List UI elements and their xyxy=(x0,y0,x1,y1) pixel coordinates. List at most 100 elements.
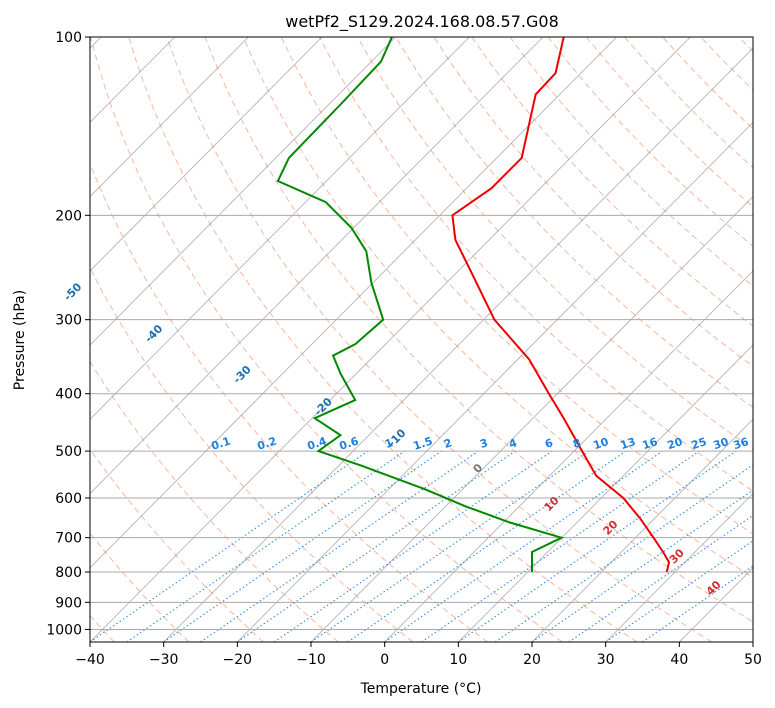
y-axis: 100 200 300 400 500 600 700 800 900 1000 xyxy=(46,30,90,638)
adiabat-label: 20 xyxy=(601,517,621,537)
dry-adiabat xyxy=(166,37,712,642)
isotherm xyxy=(90,37,397,346)
y-tick-label: 700 xyxy=(55,531,82,547)
x-tick-label: −30 xyxy=(149,652,179,668)
x-tick-label: 30 xyxy=(597,652,615,668)
isotherm xyxy=(384,270,753,642)
y-tick-label: 600 xyxy=(55,491,82,507)
x-axis-label: Temperature (°C) xyxy=(360,681,482,697)
isotherm xyxy=(90,37,618,569)
mixing-ratio-line xyxy=(347,450,626,642)
y-tick-label: 100 xyxy=(55,30,82,46)
mixing-ratio-line xyxy=(494,464,753,642)
dry-adiabat xyxy=(204,37,753,623)
isotherm xyxy=(237,121,753,642)
mixing-ratio-line xyxy=(642,565,753,642)
mixing-ratio-label: 8 xyxy=(571,436,582,451)
y-tick-label: 200 xyxy=(55,208,82,224)
background-lines xyxy=(90,37,753,642)
isotherm xyxy=(90,37,323,272)
y-tick-label: 400 xyxy=(55,387,82,403)
mixing-ratio-label: 16 xyxy=(641,435,660,452)
mixing-ratio-line xyxy=(90,450,369,642)
isotherm xyxy=(90,37,249,198)
adiabat-label: 40 xyxy=(704,578,724,598)
mixing-ratio-line xyxy=(568,514,753,642)
dry-adiabat xyxy=(90,360,339,642)
dry-adiabat xyxy=(242,37,753,579)
mixing-ratio-label: 1 xyxy=(383,436,394,451)
mixing-ratio-line xyxy=(458,450,737,642)
dry-adiabat xyxy=(90,266,414,642)
mixing-ratio-line xyxy=(200,450,479,642)
x-tick-label: 50 xyxy=(744,652,762,668)
mixing-ratio-label: 10 xyxy=(592,435,611,452)
dry-adiabat xyxy=(357,37,753,450)
isotherm xyxy=(605,492,753,642)
x-axis: −40 −30 −20 −10 0 10 20 30 40 50 xyxy=(75,642,762,668)
isotherm xyxy=(458,344,753,642)
dry-adiabat xyxy=(128,37,638,642)
mixing-ratio-label: 1.5 xyxy=(412,434,435,452)
y-tick-label: 800 xyxy=(55,565,82,581)
y-tick-label: 900 xyxy=(55,595,82,611)
x-tick-label: 10 xyxy=(449,652,467,668)
sounding-series xyxy=(276,37,671,573)
mixing-ratio-label: 25 xyxy=(690,435,709,452)
isotherm xyxy=(163,47,753,642)
mixing-ratio-line xyxy=(237,450,516,642)
x-tick-label: 0 xyxy=(380,652,389,668)
mixing-ratio-label: 0.1 xyxy=(210,434,233,452)
dry-adiabat xyxy=(90,448,264,642)
mixing-ratio-line xyxy=(310,450,590,642)
mixing-ratio-line xyxy=(126,450,405,642)
y-axis-label: Pressure (hPa) xyxy=(12,290,28,390)
dry-adiabat xyxy=(90,532,190,642)
grid-lines xyxy=(90,37,753,630)
x-tick-label: −40 xyxy=(75,652,105,668)
mixing-ratio-line xyxy=(605,540,753,642)
mixing-ratio-label: 0.4 xyxy=(306,434,329,452)
dry-adiabat xyxy=(738,37,753,52)
dry-adiabat xyxy=(395,37,753,409)
y-tick-label: 1000 xyxy=(46,622,82,638)
mixing-ratio-line xyxy=(273,450,553,642)
mixing-ratio-label: 20 xyxy=(666,435,685,452)
x-tick-label: 20 xyxy=(523,652,541,668)
isotherm xyxy=(679,567,753,642)
dry-adiabat xyxy=(509,37,753,287)
mixing-ratio-label: 3 xyxy=(478,436,489,451)
mixing-ratio-line xyxy=(163,450,442,642)
dry-adiabat xyxy=(624,37,753,169)
plot-frame xyxy=(89,36,754,643)
mixing-ratio-label: 4 xyxy=(507,436,519,451)
chart-title: wetPf2_S129.2024.168.08.57.G08 xyxy=(285,12,559,32)
mixing-ratio-label: 13 xyxy=(619,435,638,452)
profile-line xyxy=(451,37,671,573)
isotherm xyxy=(531,418,753,642)
mixing-ratio-label: 30 xyxy=(712,435,731,452)
isotherm xyxy=(90,37,691,642)
adiabat-label: -30 xyxy=(231,363,254,386)
y-tick-label: 500 xyxy=(55,444,82,460)
mixing-ratio-line xyxy=(384,450,663,642)
dry-adiabat xyxy=(433,37,753,368)
mixing-ratio-line xyxy=(531,489,753,642)
mixing-ratio-label: 2 xyxy=(442,436,453,451)
mixing-ratio-line xyxy=(421,450,700,642)
adiabat-label: -50 xyxy=(61,280,84,303)
adiabat-label: -40 xyxy=(142,322,165,345)
dry-adiabat xyxy=(90,37,563,642)
mixing-ratio-label: 36 xyxy=(732,435,751,452)
mixing-ratio-label: 0.2 xyxy=(256,434,279,452)
profile-line xyxy=(276,37,565,572)
dry-adiabat xyxy=(471,37,753,327)
isotherm xyxy=(90,37,470,420)
isotherm xyxy=(310,196,753,642)
mixing-ratio-label: 0.6 xyxy=(338,434,361,452)
mixing-ratio-label: 6 xyxy=(543,436,555,451)
y-tick-label: 300 xyxy=(55,313,82,329)
x-tick-label: 40 xyxy=(670,652,688,668)
x-tick-label: −20 xyxy=(223,652,253,668)
